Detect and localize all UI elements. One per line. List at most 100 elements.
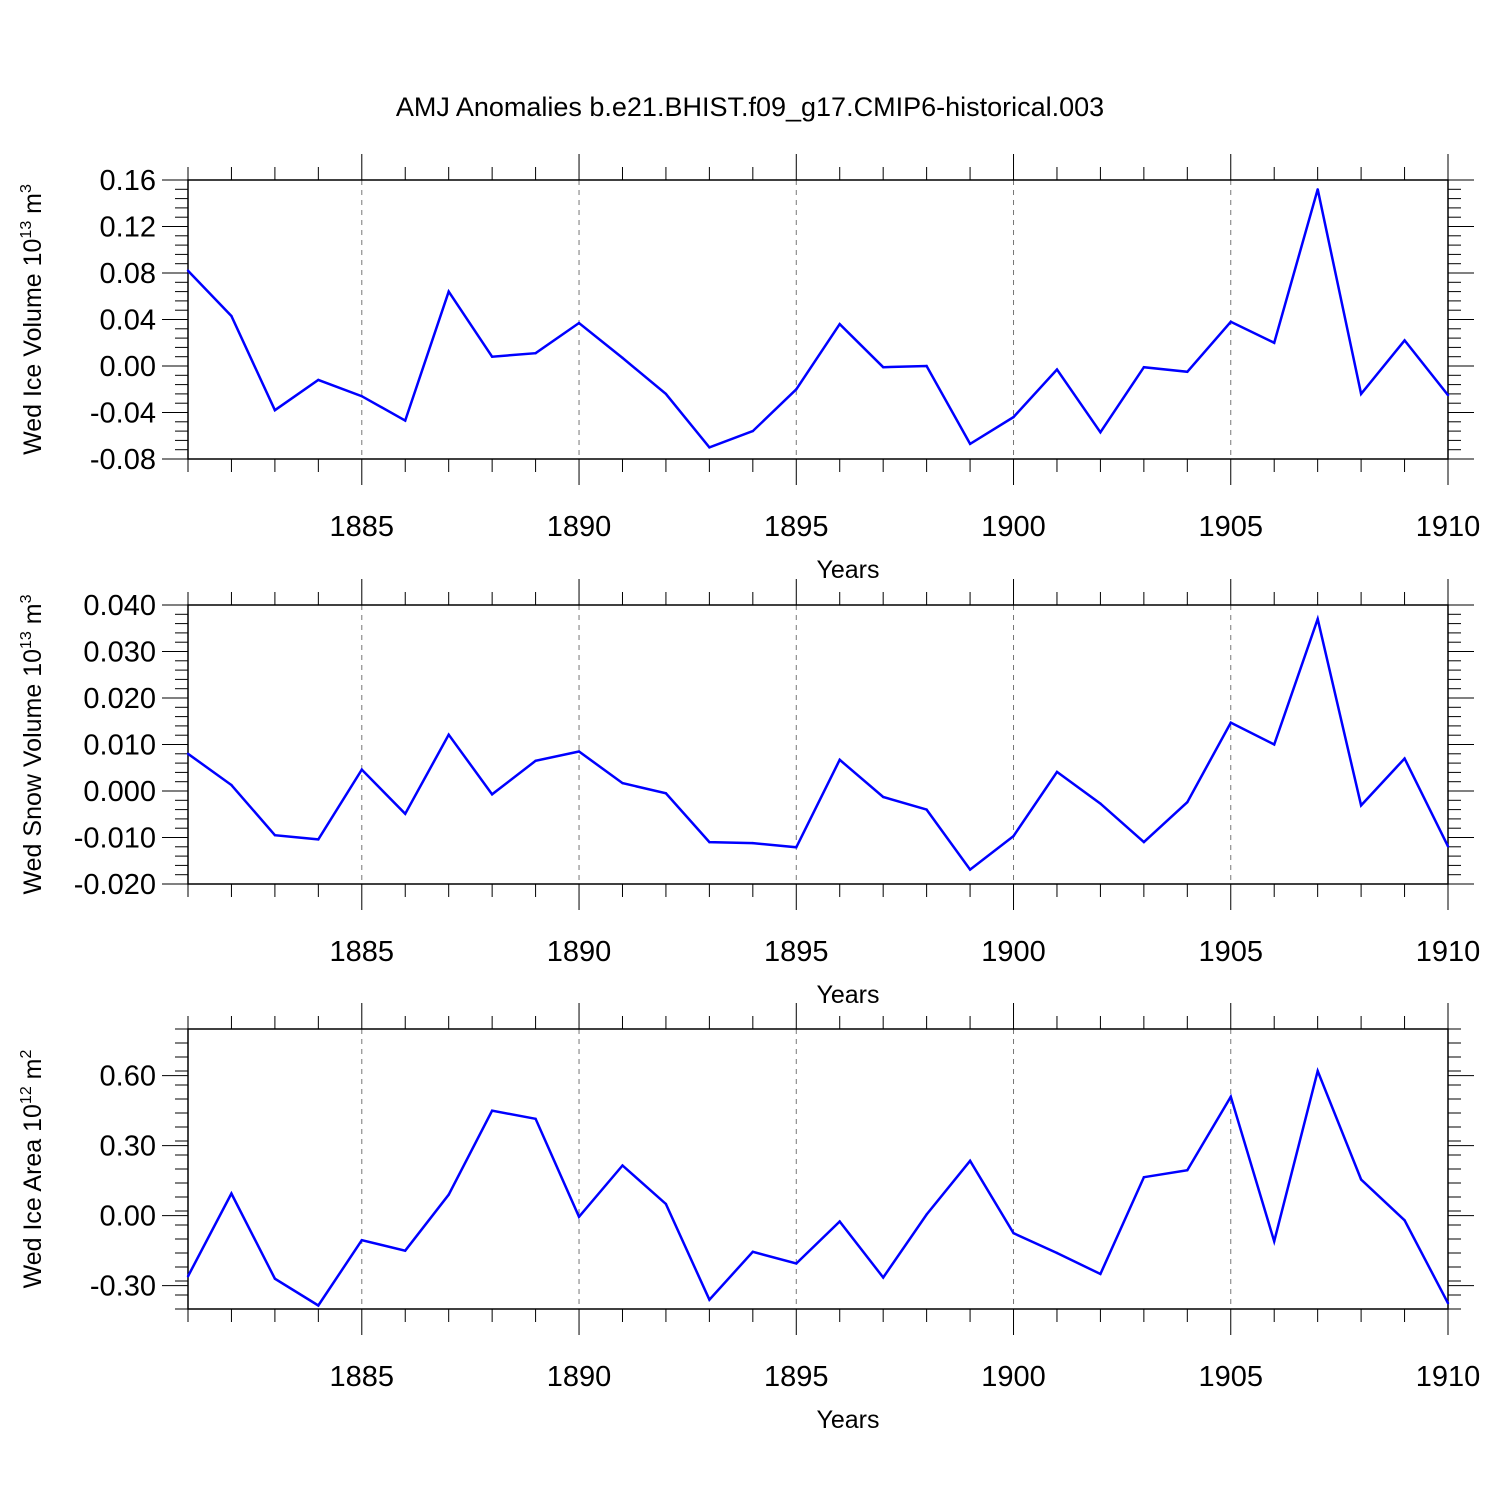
data-point [230, 1192, 233, 1195]
y-tick-label: 0.16 [100, 165, 156, 197]
data-point [490, 1109, 494, 1112]
data-point [1446, 393, 1450, 397]
data-point [795, 388, 798, 391]
data-point [1099, 431, 1102, 434]
x-tick-label: 1895 [764, 511, 829, 543]
x-tick-label: 1890 [547, 1361, 612, 1393]
x-tick-label: 1900 [981, 936, 1046, 968]
data-point [1446, 1301, 1450, 1305]
data-point [1142, 1175, 1146, 1179]
panel-2: 0.040 0.030 0.020 0.010 0.000 -0.010 -0.020 188… [18, 579, 1480, 1009]
data-point [1055, 368, 1059, 371]
data-point [186, 269, 190, 272]
data-point [1446, 845, 1450, 848]
x-tick-label: 1905 [1199, 1361, 1264, 1393]
plot-frame [187, 1028, 1449, 1310]
data-point [1012, 1231, 1015, 1235]
data-point [1186, 1168, 1189, 1172]
y-tick-label: 0.00 [100, 1201, 156, 1233]
y-tick-label: -0.020 [74, 869, 156, 901]
data-point [881, 1276, 885, 1279]
data-point [273, 408, 277, 412]
data-point [273, 1277, 277, 1280]
data-point [968, 1159, 972, 1163]
data-point [404, 419, 407, 422]
data-point [360, 395, 363, 398]
panels: 0.16 0.12 0.08 0.04 0.00 -0.04 -0.08 1885 1890 18… [18, 154, 1480, 1434]
data-point [1229, 1095, 1232, 1098]
data-point [534, 1117, 537, 1121]
y-axis-label: Wed Snow Volume 1013 m3 [18, 594, 47, 894]
data-point [447, 1193, 450, 1196]
panel-1: 0.16 0.12 0.08 0.04 0.00 -0.04 -0.08 1885 1890 18… [18, 154, 1480, 584]
data-point [621, 1164, 624, 1167]
data-point [621, 781, 624, 785]
data-point [1316, 188, 1319, 191]
data-point [1403, 757, 1406, 760]
x-tick-label: 1885 [330, 1361, 395, 1393]
y-axis-label: Wed Ice Volume 1013 m3 [18, 184, 47, 455]
data-point [317, 1304, 320, 1307]
data-point [751, 429, 755, 433]
data-point [1012, 415, 1015, 419]
data-point [230, 314, 233, 318]
data-point [925, 808, 928, 811]
data-point [186, 1275, 190, 1278]
data-point [577, 1215, 581, 1219]
data-point [1186, 370, 1189, 374]
data-point [360, 768, 363, 771]
data-point [838, 1220, 841, 1223]
data-point [577, 321, 581, 325]
x-axis-label: Years [816, 981, 879, 1009]
data-point [490, 355, 494, 358]
x-tick-label: 1885 [330, 511, 395, 543]
y-tick-label: 0.04 [100, 305, 156, 337]
panel-3: 0.60 0.30 0.00 -0.30 1885 1890 1895 1900 1905 191… [18, 1003, 1480, 1434]
data-point [1229, 320, 1232, 324]
series-line [187, 614, 1450, 872]
data-point [1055, 1251, 1059, 1255]
data-point [1142, 365, 1146, 369]
x-tick-label: 1885 [330, 936, 395, 968]
x-tick-label: 1905 [1199, 511, 1264, 543]
y-tick-label: 0.08 [100, 258, 156, 290]
data-point [708, 1298, 711, 1301]
y-tick-label: 0.040 [83, 590, 156, 622]
data-point [404, 1249, 407, 1252]
x-tick-label: 1910 [1416, 936, 1481, 968]
data-point [1055, 770, 1059, 774]
x-tick-label: 1900 [981, 511, 1046, 543]
data-point [317, 378, 320, 382]
y-tick-label: 0.12 [100, 212, 156, 244]
data-point [447, 290, 450, 293]
data-point [1142, 840, 1146, 844]
y-axis-label: Wed Ice Area 1012 m2 [18, 1049, 47, 1288]
data-point [751, 841, 755, 845]
y-tick-label: -0.30 [90, 1271, 156, 1303]
x-tick-label: 1890 [547, 511, 612, 543]
x-tick-label: 1895 [764, 936, 829, 968]
x-tick-label: 1905 [1199, 936, 1264, 968]
data-point [664, 392, 668, 396]
x-tick-label: 1895 [764, 1361, 829, 1393]
data-point [1316, 1069, 1319, 1073]
y-tick-label: 0.60 [100, 1061, 156, 1093]
y-tick-label: 0.010 [83, 730, 156, 762]
data-point [1403, 1219, 1406, 1222]
y-tick-label: 0.30 [100, 1131, 156, 1163]
data-point [1273, 341, 1276, 344]
figure-title: AMJ Anomalies b.e21.BHIST.f09_g17.CMIP6-… [396, 92, 1104, 122]
data-point [1186, 800, 1189, 804]
data-point [230, 783, 233, 787]
y-tick-label: 0.00 [100, 351, 156, 383]
data-point [490, 793, 494, 796]
data-point [1359, 804, 1363, 807]
x-tick-label: 1890 [547, 936, 612, 968]
x-tick-label: 1910 [1416, 1361, 1481, 1393]
y-tick-label: -0.04 [90, 398, 156, 430]
y-tick-label: -0.08 [90, 444, 156, 476]
data-point [795, 1262, 798, 1265]
data-point [925, 1213, 928, 1216]
x-axis-label: Years [816, 1406, 879, 1434]
